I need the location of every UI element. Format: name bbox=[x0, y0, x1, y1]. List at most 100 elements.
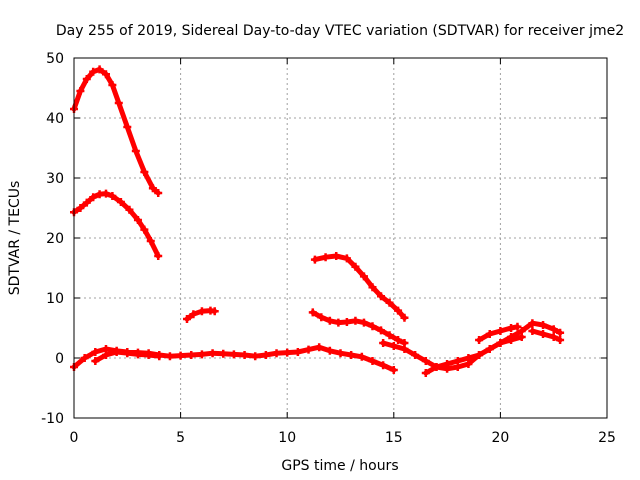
data-point bbox=[507, 336, 516, 344]
data-point bbox=[394, 306, 403, 315]
data-point bbox=[108, 192, 117, 200]
data-point bbox=[133, 350, 142, 359]
data-point bbox=[400, 313, 409, 322]
series-arc-11 bbox=[529, 328, 563, 343]
data-point bbox=[443, 364, 452, 373]
x-tick-label: 25 bbox=[598, 430, 616, 446]
data-series bbox=[70, 65, 565, 377]
data-point bbox=[197, 307, 206, 316]
data-point bbox=[325, 346, 334, 355]
series-arc-9-points bbox=[421, 333, 526, 377]
y-tick-label: 20 bbox=[46, 231, 64, 247]
data-point bbox=[140, 225, 149, 234]
data-point bbox=[332, 252, 341, 260]
series-arc-10-points bbox=[475, 322, 522, 344]
data-point bbox=[176, 351, 185, 360]
data-point bbox=[140, 168, 149, 176]
y-tick-label: 50 bbox=[46, 51, 64, 67]
data-point bbox=[411, 351, 420, 359]
data-point bbox=[91, 357, 100, 365]
x-tick-label: 20 bbox=[491, 430, 509, 446]
grid-lines bbox=[74, 58, 607, 418]
data-point bbox=[475, 336, 484, 344]
data-point bbox=[155, 352, 164, 361]
data-point bbox=[539, 330, 548, 338]
data-point bbox=[556, 336, 565, 344]
data-point bbox=[485, 345, 494, 353]
data-point bbox=[154, 189, 163, 197]
data-point bbox=[368, 283, 377, 292]
y-tick-label: 40 bbox=[46, 111, 64, 127]
data-point bbox=[377, 292, 386, 301]
data-point bbox=[229, 350, 238, 359]
data-point bbox=[475, 351, 484, 359]
data-point bbox=[517, 333, 526, 341]
data-point bbox=[539, 321, 548, 329]
data-point bbox=[95, 65, 104, 74]
data-point bbox=[400, 345, 409, 353]
data-point bbox=[131, 147, 140, 155]
data-point bbox=[432, 363, 441, 371]
data-point bbox=[496, 339, 505, 347]
data-point bbox=[342, 254, 351, 263]
data-point bbox=[165, 352, 174, 361]
y-tick-label: 30 bbox=[46, 171, 64, 187]
data-point bbox=[377, 326, 386, 335]
data-point bbox=[351, 262, 360, 271]
data-point bbox=[219, 349, 228, 358]
data-point bbox=[421, 357, 430, 365]
data-point bbox=[272, 349, 281, 358]
data-point bbox=[89, 193, 98, 202]
series-arc-11-points bbox=[528, 327, 565, 344]
axis-ticks: 0 5 10 15 20 25 -10 0 10 20 30 40 50 bbox=[41, 51, 616, 446]
data-point bbox=[89, 67, 98, 76]
series-arc-4-points bbox=[91, 348, 164, 365]
chart-title: Day 255 of 2019, Sidereal Day-to-day VTE… bbox=[56, 23, 624, 39]
data-point bbox=[394, 336, 403, 344]
series-arc-5-points bbox=[182, 306, 219, 323]
data-point bbox=[82, 75, 91, 83]
data-point bbox=[385, 298, 394, 307]
data-point bbox=[283, 348, 292, 357]
data-point bbox=[556, 328, 565, 337]
data-point bbox=[108, 81, 117, 89]
data-point bbox=[336, 349, 345, 358]
y-tick-label: 10 bbox=[46, 291, 64, 307]
data-point bbox=[261, 351, 270, 359]
data-point bbox=[342, 318, 351, 326]
x-tick-label: 15 bbox=[385, 430, 403, 446]
data-point bbox=[325, 316, 334, 325]
data-point bbox=[101, 351, 110, 359]
data-point bbox=[351, 316, 360, 325]
data-point bbox=[293, 348, 302, 356]
data-point bbox=[549, 333, 558, 341]
data-point bbox=[76, 204, 85, 212]
data-point bbox=[114, 99, 123, 107]
data-point bbox=[148, 184, 157, 193]
data-point bbox=[182, 315, 191, 323]
data-point bbox=[82, 198, 91, 207]
data-point bbox=[123, 349, 132, 358]
data-point bbox=[101, 70, 110, 79]
data-point bbox=[76, 87, 85, 95]
data-point bbox=[528, 319, 537, 328]
data-point bbox=[197, 350, 206, 359]
data-point bbox=[315, 343, 324, 352]
data-point bbox=[112, 348, 121, 356]
series-arc-9 bbox=[423, 334, 525, 376]
data-point bbox=[368, 322, 377, 331]
data-point bbox=[240, 351, 249, 359]
data-point bbox=[146, 237, 155, 245]
data-point bbox=[208, 349, 217, 358]
data-point bbox=[359, 318, 368, 327]
data-point bbox=[379, 339, 388, 347]
x-tick-label: 5 bbox=[176, 430, 185, 446]
x-tick-label: 0 bbox=[70, 430, 79, 446]
data-point bbox=[368, 357, 377, 365]
data-point bbox=[304, 345, 313, 354]
data-point bbox=[91, 348, 100, 356]
data-point bbox=[210, 307, 219, 316]
data-point bbox=[464, 360, 473, 368]
x-axis-label: GPS time / hours bbox=[281, 458, 398, 474]
